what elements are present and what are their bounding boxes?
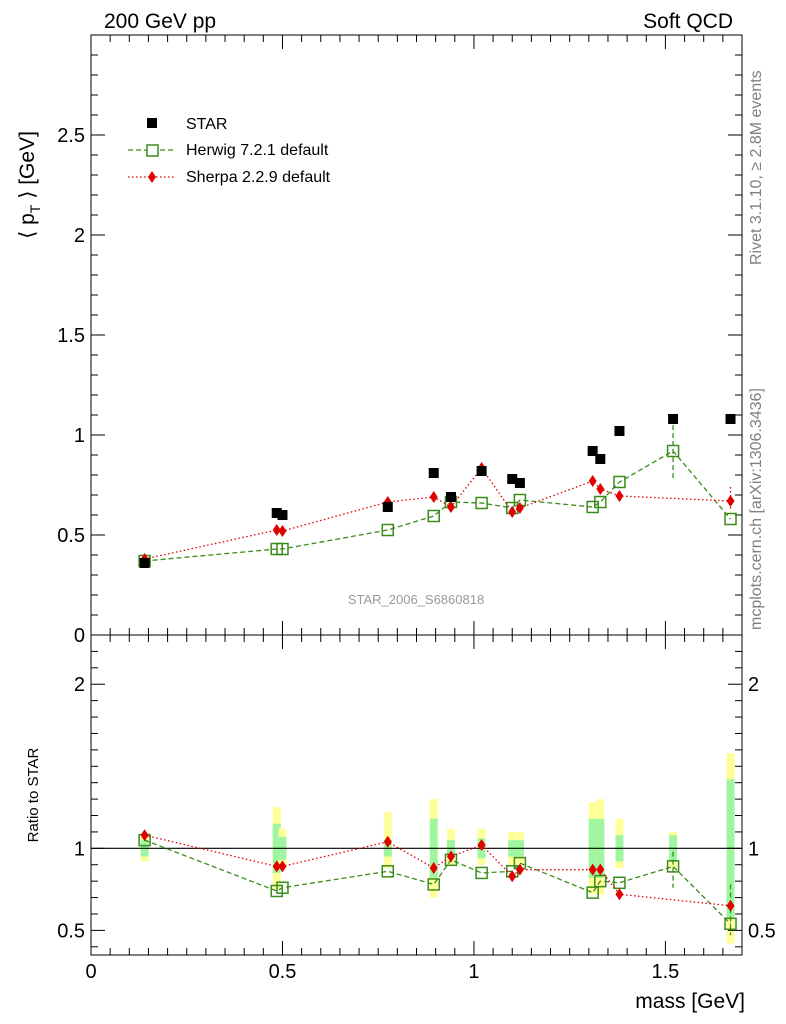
herwig-ratio-line <box>144 839 731 925</box>
herwig-ratio-point <box>427 878 440 891</box>
x-tick-label: 0.5 <box>269 961 297 983</box>
y-tick-label: 1.5 <box>57 325 85 347</box>
header-right-label: Soft QCD <box>643 10 733 33</box>
y-tick-label: 2.5 <box>57 125 85 147</box>
legend-herwig-marker <box>146 144 159 157</box>
legend-sherpa-label: Sherpa 2.2.9 default <box>186 169 331 186</box>
sherpa-point <box>596 483 605 495</box>
y-tick-label: 0.5 <box>57 525 85 547</box>
ratio-panel-ticks: 0.5 0.51 12 20 0.5 1 1.5 <box>57 635 776 983</box>
star-point <box>507 474 518 484</box>
x-axis-label: mass [GeV] <box>635 990 745 1013</box>
legend-sherpa-marker <box>148 171 156 183</box>
sherpa-ratio-point <box>272 860 281 873</box>
sherpa-point <box>726 495 735 507</box>
legend-star-label: STAR <box>186 116 227 133</box>
star-point <box>668 414 679 424</box>
herwig-point <box>613 475 626 489</box>
star-point <box>587 446 598 456</box>
herwig-point <box>427 509 440 523</box>
sherpa-point <box>446 501 455 513</box>
star-point <box>271 508 282 518</box>
sherpa-point <box>615 490 624 502</box>
y-tick-label: 1 <box>74 425 85 447</box>
sherpa-ratio-point <box>615 888 624 901</box>
sherpa-ratio-point <box>429 862 438 875</box>
herwig-ratio-point <box>666 860 680 873</box>
star-point <box>428 468 439 478</box>
ratio-panel-series <box>138 829 737 936</box>
ratio-y-tick-label-left: 2 <box>74 674 85 696</box>
x-tick-label: 0 <box>85 961 96 983</box>
sherpa-ratio-point <box>726 899 735 912</box>
star-point <box>382 502 393 512</box>
sherpa-ratio-point <box>477 839 486 852</box>
sherpa-ratio-point <box>515 863 524 876</box>
mcplots-label: mcplots.cern.ch [arXiv:1306.3436] <box>748 388 765 630</box>
x-tick-label: 1 <box>468 961 479 983</box>
herwig-point <box>666 444 680 458</box>
sherpa-point <box>515 502 524 514</box>
herwig-line <box>144 450 732 562</box>
sherpa-point <box>588 475 597 487</box>
sherpa-ratio-point <box>140 829 149 842</box>
herwig-point <box>475 496 488 510</box>
sherpa-ratio-point <box>383 835 392 848</box>
star-point <box>277 510 288 520</box>
herwig-point <box>594 495 607 509</box>
y-axis-label-ratio: Ratio to STAR <box>25 747 42 842</box>
main-panel-ticks: 0 0.5 1 1.5 2 2.5 <box>57 34 743 647</box>
sherpa-point <box>508 506 517 518</box>
star-point <box>139 558 150 568</box>
star-point <box>445 492 456 502</box>
y-tick-label: 0 <box>74 625 85 647</box>
herwig-point <box>381 523 395 537</box>
sherpa-point <box>429 491 438 503</box>
legend-herwig-label: Herwig 7.2.1 default <box>186 142 329 159</box>
sherpa-ratio-point <box>446 850 455 863</box>
y-tick-label: 2 <box>74 225 85 247</box>
ratio-y-tick-label-right: 0.5 <box>748 920 776 942</box>
herwig-point <box>276 542 289 556</box>
sherpa-point <box>272 524 281 536</box>
ratio-y-tick-label-left: 1 <box>74 838 85 860</box>
y-axis-label-main-text: ⟨ pT ⟩ [GeV] <box>16 131 43 239</box>
sherpa-ratio-point <box>508 870 517 883</box>
star-point <box>614 426 625 436</box>
rivet-label: Rivet 3.1.10, ≥ 2.8M events <box>748 70 765 265</box>
herwig-ratio-point <box>475 866 488 880</box>
y-axis-label-main: ⟨ pT ⟩ [GeV] <box>16 131 43 239</box>
header-left-label: 200 GeV pp <box>104 10 216 33</box>
sherpa-ratio-point <box>278 860 287 873</box>
ratio-panel-bands <box>91 753 742 944</box>
sherpa-ratio-point <box>596 863 605 876</box>
ratio-y-tick-label-right: 2 <box>748 674 759 696</box>
legend: STAR Herwig 7.2.1 default Sherpa 2.2.9 d… <box>128 116 331 186</box>
herwig-ratio-point <box>276 881 289 894</box>
star-point <box>595 454 606 464</box>
herwig-ratio-point <box>381 865 395 878</box>
star-point <box>725 414 736 424</box>
analysis-watermark: STAR_2006_S6860818 <box>348 592 484 607</box>
ratio-panel-frame <box>90 634 743 956</box>
x-tick-label: 1.5 <box>652 961 680 983</box>
sherpa-point <box>278 525 287 537</box>
herwig-ratio-point <box>586 886 599 899</box>
herwig-point <box>724 512 737 526</box>
sherpa-ratio-point <box>588 863 597 876</box>
ratio-y-tick-label-left: 0.5 <box>57 920 85 942</box>
star-point <box>514 478 525 488</box>
herwig-ratio-point <box>724 917 737 931</box>
legend-star-marker <box>147 118 157 128</box>
main-panel-series <box>138 414 737 568</box>
star-point <box>476 466 487 476</box>
ratio-y-tick-label-right: 1 <box>748 838 759 860</box>
